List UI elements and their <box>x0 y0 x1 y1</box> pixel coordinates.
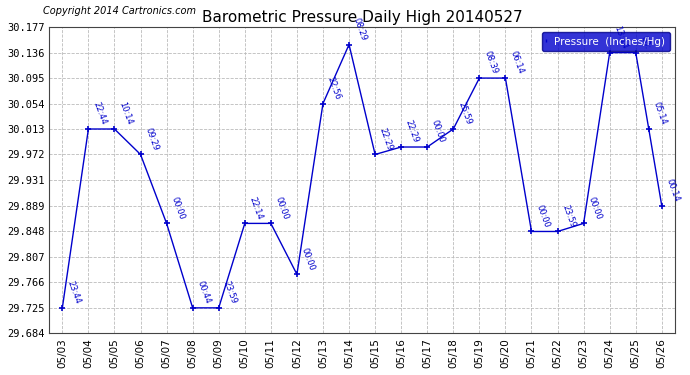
Text: 00:44: 00:44 <box>195 280 212 305</box>
Text: 22:56: 22:56 <box>326 75 342 101</box>
Text: 00:00: 00:00 <box>299 246 316 272</box>
Text: 00:00: 00:00 <box>274 195 290 220</box>
Text: 06:14: 06:14 <box>509 50 525 75</box>
Text: 08:39: 08:39 <box>482 50 499 75</box>
Text: 05:14: 05:14 <box>651 101 668 126</box>
Text: 00:00: 00:00 <box>586 195 603 220</box>
Text: 00:14: 00:14 <box>664 178 681 203</box>
Text: 22:44: 22:44 <box>91 101 108 126</box>
Text: 08:: 08: <box>638 34 651 50</box>
Text: 00:00: 00:00 <box>534 203 551 229</box>
Text: 22:29: 22:29 <box>404 119 420 144</box>
Text: 09:29: 09:29 <box>144 126 160 152</box>
Text: 08:29: 08:29 <box>352 16 368 42</box>
Text: 00:00: 00:00 <box>169 195 186 220</box>
Text: Copyright 2014 Cartronics.com: Copyright 2014 Cartronics.com <box>43 6 196 16</box>
Text: 23:59: 23:59 <box>560 203 577 229</box>
Text: 22:29: 22:29 <box>378 126 395 152</box>
Text: 25:59: 25:59 <box>456 101 473 126</box>
Text: 13:14: 13:14 <box>613 24 629 50</box>
Title: Barometric Pressure Daily High 20140527: Barometric Pressure Daily High 20140527 <box>201 10 522 25</box>
Text: 23:59: 23:59 <box>221 280 238 305</box>
Legend: Pressure  (Inches/Hg): Pressure (Inches/Hg) <box>542 32 669 51</box>
Text: 00:00: 00:00 <box>430 119 446 144</box>
Text: 22:14: 22:14 <box>248 195 264 220</box>
Text: 10:14: 10:14 <box>117 101 134 126</box>
Text: 23:44: 23:44 <box>65 280 81 305</box>
